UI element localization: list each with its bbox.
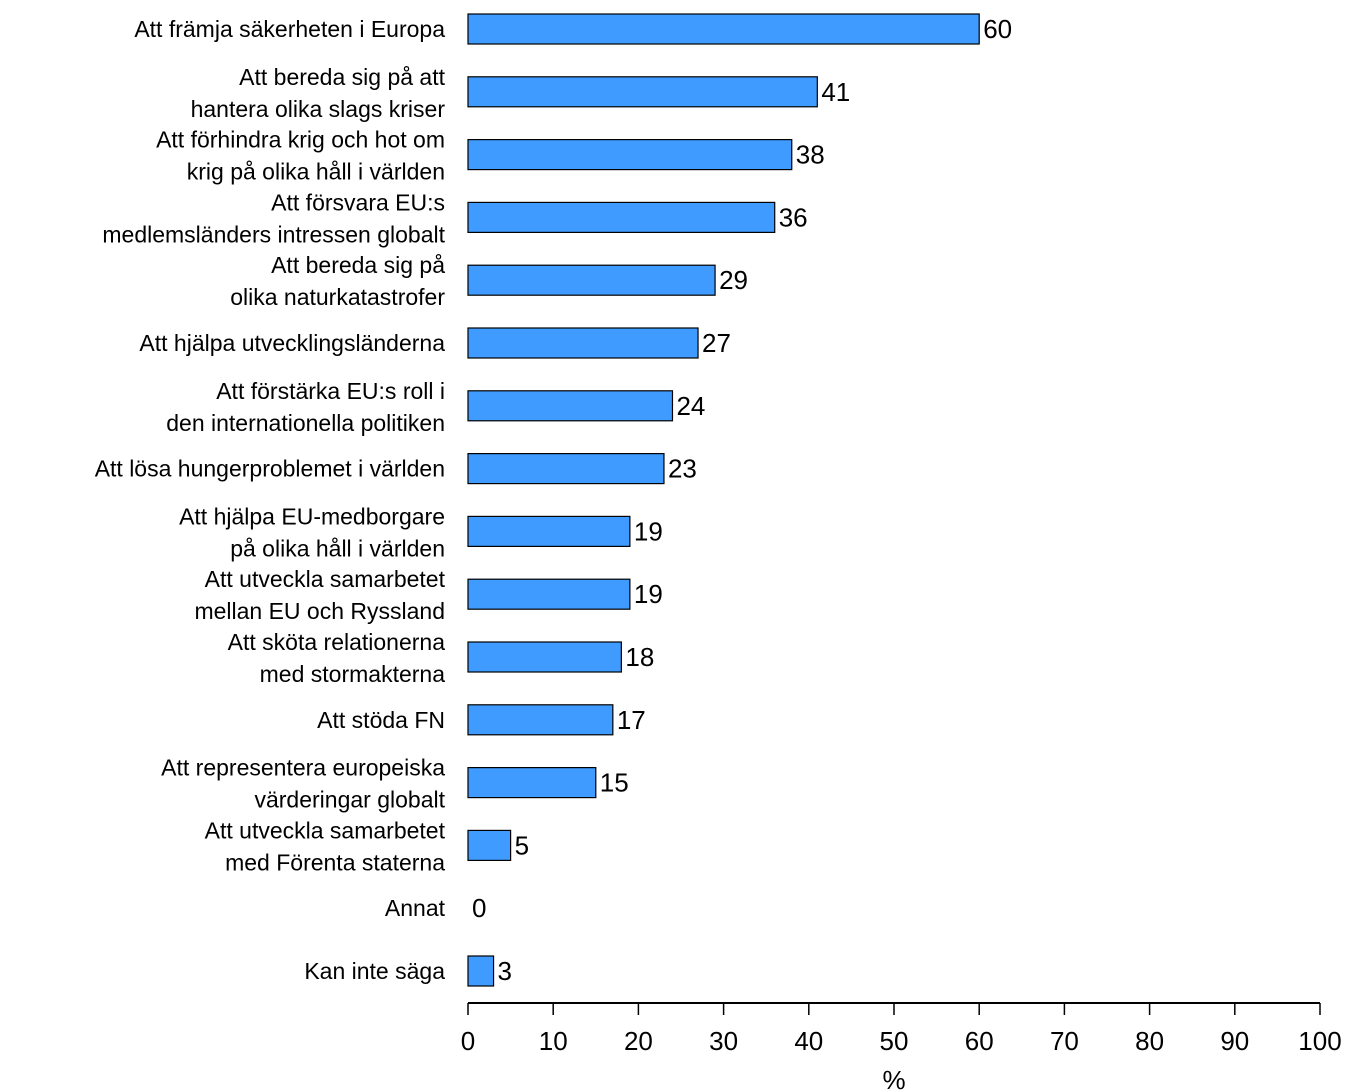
value-label: 60 — [983, 14, 1012, 44]
category-label-line: hantera olika slags kriser — [191, 96, 446, 122]
bar — [467, 201, 776, 233]
bar — [467, 578, 631, 610]
x-tick-label: 100 — [1298, 1026, 1341, 1056]
value-label: 18 — [625, 642, 654, 672]
x-tick-label: 60 — [965, 1026, 994, 1056]
value-label: 5 — [515, 830, 529, 860]
x-tick-label: 10 — [539, 1026, 568, 1056]
category-label-line: Att bereda sig på — [271, 252, 445, 278]
category-label: Att lösa hungerproblemet i världen — [95, 456, 445, 482]
category-label: Att utveckla samarbetet med Förenta state… — [205, 817, 446, 875]
bar — [467, 515, 631, 548]
category-label-line: Att främja säkerheten i Europa — [134, 16, 445, 42]
category-label: Att förhindra krig och hot om krig på oli… — [156, 127, 445, 185]
category-label-line: Att förhindra krig och hot om — [156, 127, 445, 153]
category-label-line: Att bereda sig på att — [239, 64, 445, 90]
category-label-line: värderingar globalt — [254, 787, 445, 813]
category-label-line: krig på olika håll i världen — [187, 159, 445, 185]
x-tick-label: 90 — [1220, 1026, 1249, 1056]
category-label: Att främja säkerheten i Europa — [134, 16, 445, 42]
value-label: 38 — [796, 140, 825, 170]
category-label: Att sköta relationerna med stormakterna — [228, 629, 446, 687]
category-label: Att hjälpa utvecklingsländerna — [139, 330, 445, 356]
x-tick-label: 20 — [624, 1026, 653, 1056]
value-label: 23 — [668, 454, 697, 484]
value-label: 19 — [634, 579, 663, 609]
category-label-line: Annat — [385, 895, 446, 921]
value-label: 19 — [634, 516, 663, 546]
bar — [467, 955, 495, 987]
category-label-line: den internationella politiken — [166, 410, 445, 436]
category-label-line: på olika håll i världen — [230, 535, 445, 561]
category-label-line: med Förenta staterna — [225, 849, 445, 875]
category-label-line: Kan inte säga — [304, 958, 445, 984]
category-label-line: Att representera europeiska — [161, 755, 445, 781]
category-label: Att hjälpa EU-medborgare på olika håll i … — [179, 503, 445, 561]
category-label-line: Att hjälpa utvecklingsländerna — [139, 330, 445, 356]
bar — [467, 766, 597, 799]
x-tick-label: 0 — [461, 1026, 475, 1056]
category-labels-group: Att främja säkerheten i Europa Att bereda… — [95, 16, 446, 984]
bar — [467, 453, 665, 485]
category-label: Att försvara EU:s medlemsländers intresse… — [102, 189, 445, 247]
x-axis-title: % — [882, 1065, 905, 1092]
value-label: 3 — [498, 956, 512, 986]
category-label-line: Att utveckla samarbetet — [205, 566, 446, 592]
value-label: 27 — [702, 328, 731, 358]
value-label: 41 — [821, 77, 850, 107]
category-label-line: olika naturkatastrofer — [230, 284, 445, 310]
bar — [467, 704, 614, 736]
bar — [467, 327, 699, 359]
x-tick-label: 40 — [794, 1026, 823, 1056]
value-label: 24 — [676, 391, 705, 421]
category-label: Att bereda sig på olika naturkatastrofer — [230, 252, 445, 310]
category-label-line: Att hjälpa EU-medborgare — [179, 503, 445, 529]
category-label: Att bereda sig på att hantera olika slags… — [191, 64, 446, 122]
category-label: Att representera europeiska värderingar g… — [161, 755, 445, 813]
category-label: Annat — [385, 895, 446, 921]
bars-group — [467, 13, 980, 987]
bar — [467, 139, 793, 171]
value-label: 17 — [617, 705, 646, 735]
category-label-line: medlemsländers intressen globalt — [102, 221, 445, 247]
x-tick-label: 70 — [1050, 1026, 1079, 1056]
bar — [467, 76, 818, 108]
x-tick-label: 80 — [1135, 1026, 1164, 1056]
category-label-line: Att sköta relationerna — [228, 629, 446, 655]
value-label: 0 — [472, 893, 486, 923]
value-label: 29 — [719, 265, 748, 295]
value-label: 36 — [779, 202, 808, 232]
category-label: Att förstärka EU:s roll i den internation… — [166, 378, 445, 436]
category-label: Att stöda FN — [317, 707, 445, 733]
category-label-line: med stormakterna — [260, 661, 446, 687]
category-label-line: mellan EU och Ryssland — [194, 598, 445, 624]
category-label: Att utveckla samarbetet mellan EU och Rys… — [194, 566, 445, 624]
bar — [467, 264, 716, 296]
bar — [467, 829, 512, 862]
category-label-line: Att utveckla samarbetet — [205, 817, 446, 843]
category-label: Kan inte säga — [304, 958, 445, 984]
x-axis: 0 10 20 30 40 50 60 70 80 90 100 — [461, 1002, 1342, 1056]
value-labels-group: 60 41 38 36 29 27 24 23 19 19 18 17 15 5 0 3 — [472, 14, 1012, 986]
bar — [467, 641, 622, 673]
x-tick-label: 30 — [709, 1026, 738, 1056]
category-label-line: Att förstärka EU:s roll i — [216, 378, 445, 404]
bar — [467, 390, 674, 422]
category-label-line: Att stöda FN — [317, 707, 445, 733]
value-label: 15 — [600, 768, 629, 798]
category-label-line: Att lösa hungerproblemet i världen — [95, 456, 445, 482]
x-tick-label: 50 — [880, 1026, 909, 1056]
bar — [467, 13, 980, 45]
category-label-line: Att försvara EU:s — [271, 189, 445, 215]
